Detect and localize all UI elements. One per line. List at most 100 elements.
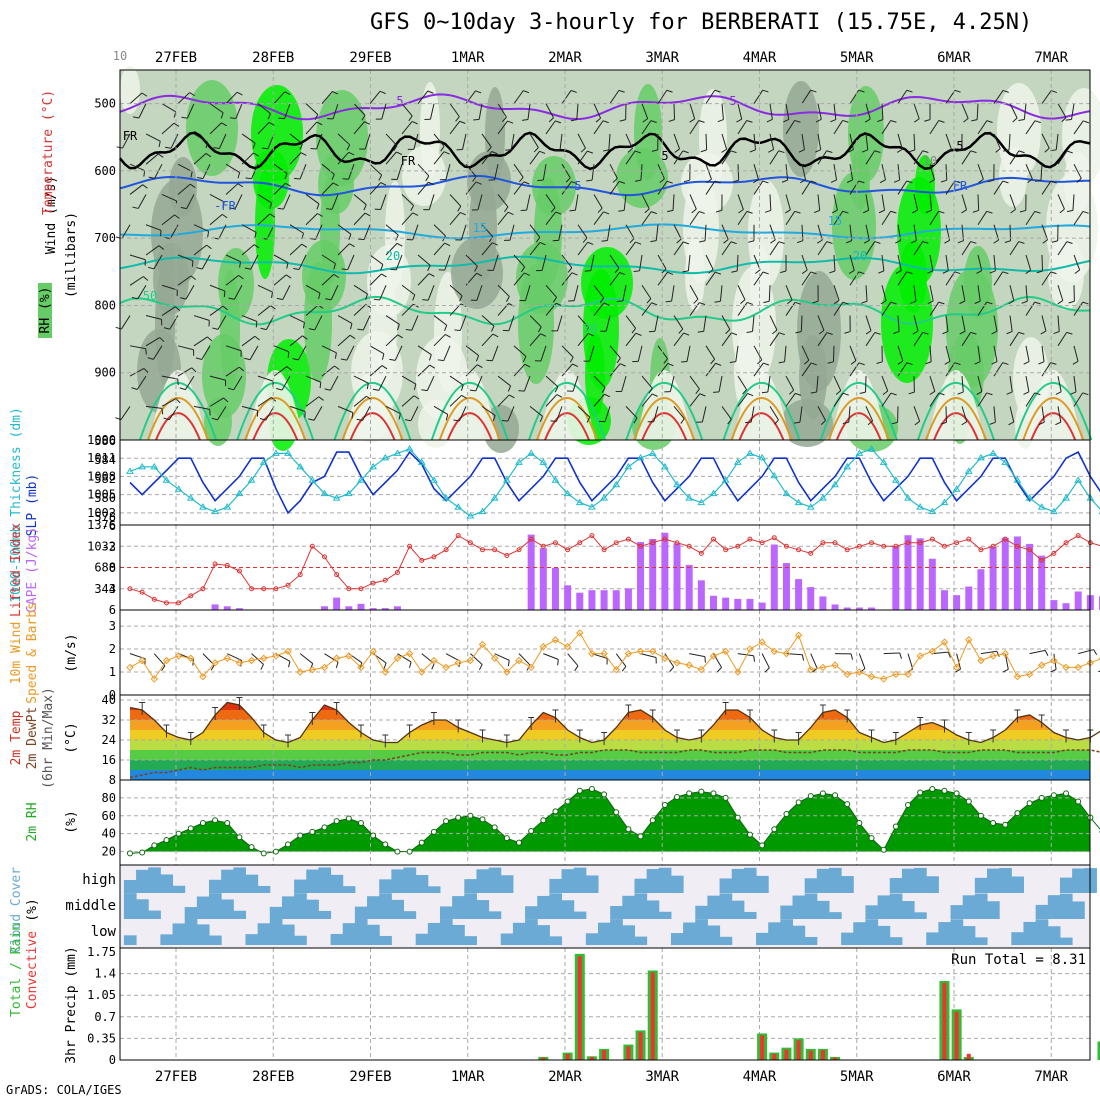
rh-marker xyxy=(1038,794,1045,801)
wind-barb xyxy=(833,164,838,181)
wind-barb-10m xyxy=(518,653,531,666)
contour-label: -FR xyxy=(214,199,236,213)
cloud-block xyxy=(658,867,672,893)
li-marker xyxy=(176,600,182,606)
wind-speed-marker xyxy=(490,654,499,662)
cloud-block xyxy=(209,893,222,919)
wind-barb xyxy=(642,118,648,123)
wind-barb xyxy=(250,254,259,270)
wind-barb xyxy=(961,406,968,422)
wind-barb xyxy=(161,193,177,202)
wind-barb xyxy=(177,367,192,377)
wind-barb xyxy=(475,375,483,392)
wind-barb-10m xyxy=(359,662,363,669)
rh-marker xyxy=(224,819,231,826)
wind-barb xyxy=(349,334,356,340)
cloud-block xyxy=(974,937,988,945)
wind-barb xyxy=(481,333,494,347)
wind-barb xyxy=(412,212,419,216)
wind-barb xyxy=(153,345,163,360)
wind-barb xyxy=(657,163,665,180)
wind-barb xyxy=(169,315,179,330)
cloud-block xyxy=(1059,937,1073,945)
wind-barb xyxy=(561,272,573,286)
wind-barb xyxy=(305,304,319,316)
li-marker xyxy=(127,586,133,592)
temp-band xyxy=(130,750,1090,760)
wind-barb xyxy=(461,394,467,399)
date-label-top: 7MAR xyxy=(1034,50,1068,66)
wind-barb xyxy=(835,390,842,395)
wind-barb xyxy=(1018,241,1025,244)
wind-barb xyxy=(801,362,812,377)
rh-marker xyxy=(187,825,194,832)
wind-barb xyxy=(161,214,175,226)
cape-bar xyxy=(892,546,900,610)
wind-barb xyxy=(849,362,860,377)
wind-barb xyxy=(417,181,429,195)
wind-barb xyxy=(1073,376,1077,393)
precip-conv-bar xyxy=(833,1057,838,1060)
wind-speed-marker xyxy=(466,656,475,665)
wind-barb xyxy=(356,418,363,421)
wind-barb xyxy=(300,152,307,156)
wind-barb xyxy=(257,375,274,382)
thickness-marker xyxy=(551,476,560,483)
cloud-block xyxy=(221,899,234,919)
cloud-block xyxy=(439,919,453,945)
wind-barb xyxy=(737,164,740,181)
temp-unit: (°C) xyxy=(64,722,79,753)
wind-barb xyxy=(366,383,369,390)
wind-barb xyxy=(929,254,934,271)
precip-tick: 0.35 xyxy=(87,1031,116,1045)
cloud-block xyxy=(379,879,392,893)
low-level-isotherm xyxy=(827,397,890,441)
wind-barb xyxy=(545,394,558,407)
wind-barb xyxy=(789,389,795,395)
wind-barb-10m xyxy=(161,665,166,671)
wind-speed-marker xyxy=(126,663,134,672)
wind-barb xyxy=(829,270,836,274)
wind-barb xyxy=(189,92,195,97)
wind-barb xyxy=(746,330,753,334)
date-label-bottom: 29FEB xyxy=(349,1069,391,1085)
wind-barb xyxy=(1038,421,1045,426)
wind-barb xyxy=(817,194,821,211)
cape-bar xyxy=(637,542,645,610)
wind-barb xyxy=(978,178,984,184)
cloud-label: Cloud Cover xyxy=(9,867,24,953)
date-label-bottom: 1MAR xyxy=(451,1069,485,1085)
wind-barb xyxy=(283,194,291,210)
low-level-isotherm xyxy=(544,412,590,441)
wind-barb xyxy=(674,148,680,153)
wind-barb xyxy=(577,315,589,328)
wind-barb xyxy=(365,293,368,300)
temp-band xyxy=(130,730,1090,740)
wind-barb xyxy=(848,270,855,274)
wind-barb xyxy=(890,210,897,214)
wind-barb xyxy=(477,194,483,211)
wind-barb xyxy=(993,406,996,423)
wind-barb xyxy=(830,119,837,123)
wind-barb xyxy=(976,270,982,274)
rh-marker xyxy=(734,814,741,821)
low-level-isotherm xyxy=(917,381,995,441)
wind-barb xyxy=(380,264,384,271)
wind-barb xyxy=(401,375,417,385)
wind-barb xyxy=(229,207,236,210)
thickness-marker xyxy=(952,485,961,492)
wind-barb xyxy=(1023,103,1027,120)
li-marker xyxy=(941,543,947,549)
thickness-marker xyxy=(660,462,669,470)
cape-tick: 344 xyxy=(94,582,116,596)
wind-barb xyxy=(537,179,544,182)
wind-barb xyxy=(913,241,924,256)
wind-barb xyxy=(881,392,892,407)
wind-barb xyxy=(914,420,920,426)
wind-barb xyxy=(545,375,559,388)
wind-barb-10m xyxy=(713,653,722,668)
li-marker xyxy=(1051,550,1057,556)
cloud-block xyxy=(792,925,806,945)
low-level-isotherm xyxy=(633,397,696,441)
wind-barb xyxy=(817,103,822,120)
